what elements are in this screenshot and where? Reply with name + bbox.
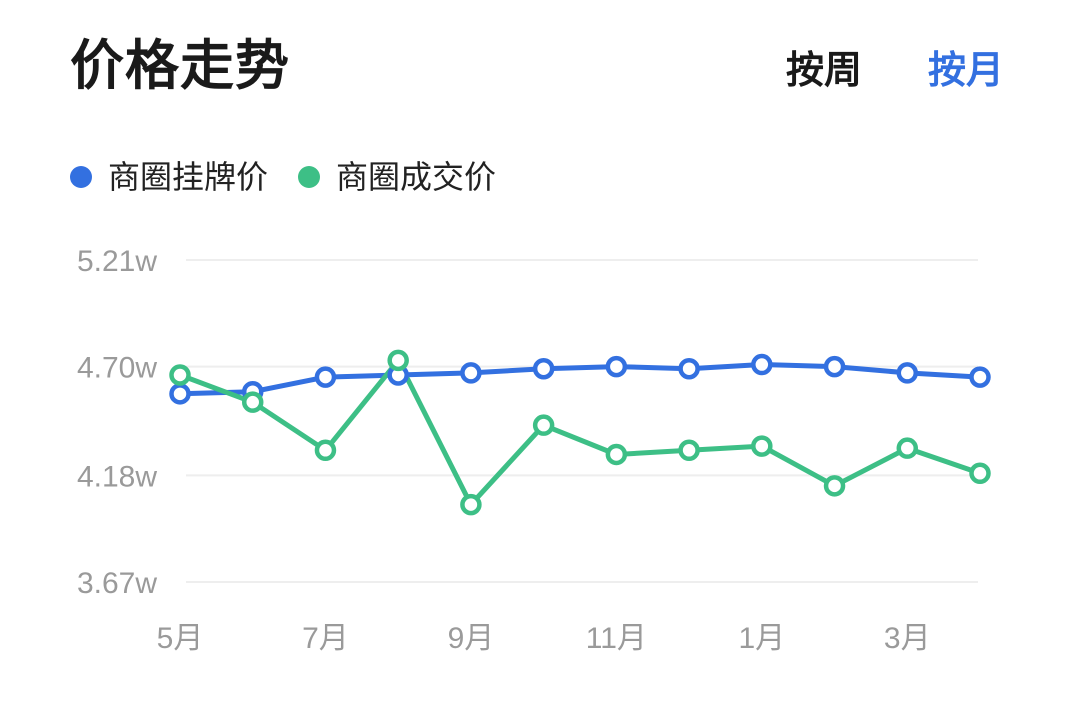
legend-label-transaction-price: 商圈成交价 [336, 158, 497, 196]
toggle-by-month[interactable]: 按月 [928, 48, 1005, 92]
data-point-transaction-price [314, 439, 337, 462]
x-tick-label: 3月 [884, 622, 931, 655]
x-tick-label: 7月 [302, 622, 349, 655]
data-point-transaction-price [969, 462, 991, 485]
y-tick-label: 5.21w [77, 245, 157, 278]
data-point-transaction-price [896, 437, 919, 459]
data-point-listing-price [314, 366, 337, 388]
y-tick-label: 4.70w [77, 352, 157, 385]
x-tick-label: 11月 [586, 622, 647, 655]
y-tick-label: 4.18w [77, 460, 157, 493]
chart-legend: 商圈挂牌价 商圈成交价 [70, 152, 526, 202]
legend-item-transaction-price[interactable]: 商圈成交价 [298, 152, 496, 202]
legend-dot-listing-price [70, 166, 92, 188]
data-point-transaction-price [751, 435, 773, 457]
data-point-listing-price [169, 383, 191, 405]
data-point-listing-price [460, 362, 482, 384]
data-point-transaction-price [460, 493, 482, 516]
data-point-listing-price [751, 353, 773, 376]
series-line-listing-price [177, 362, 983, 397]
data-point-transaction-price [387, 349, 409, 372]
page-title: 价格走势 [70, 34, 290, 97]
toggle-by-week[interactable]: 按周 [786, 48, 863, 92]
data-point-listing-price [605, 355, 628, 378]
legend-label-listing-price: 商圈挂牌价 [108, 158, 269, 196]
data-point-listing-price [969, 366, 991, 388]
data-point-listing-price [678, 357, 700, 380]
legend-dot-transaction-price [298, 166, 321, 188]
x-tick-label: 1月 [738, 622, 785, 655]
y-tick-label: 3.67w [77, 567, 157, 600]
data-point-listing-price [532, 357, 555, 380]
series-line-transaction-price [177, 357, 983, 508]
data-point-transaction-price [241, 391, 264, 413]
data-point-transaction-price [532, 414, 555, 436]
data-point-transaction-price [678, 439, 700, 462]
data-point-transaction-price [169, 364, 191, 386]
data-point-transaction-price [823, 475, 846, 497]
data-point-listing-price [823, 355, 846, 378]
legend-item-listing-price[interactable]: 商圈挂牌价 [70, 152, 268, 202]
data-point-transaction-price [605, 443, 628, 466]
x-tick-label: 5月 [157, 622, 204, 655]
x-tick-label: 9月 [448, 622, 495, 655]
data-point-listing-price [896, 362, 919, 384]
